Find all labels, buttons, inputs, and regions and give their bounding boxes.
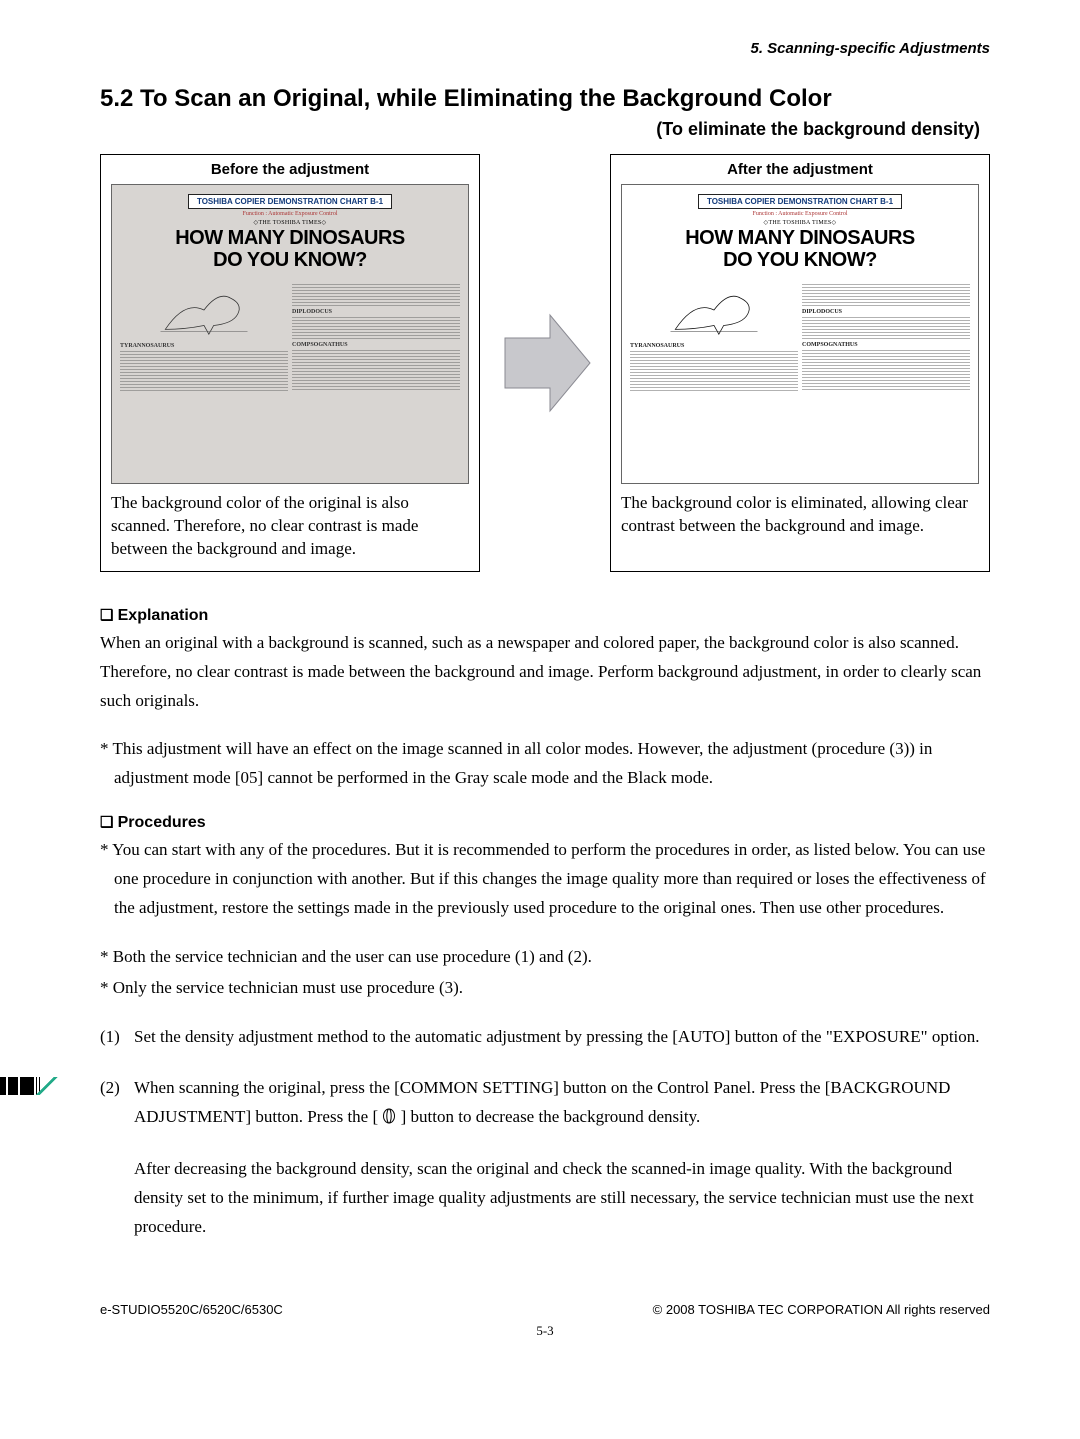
footer-right: © 2008 TOSHIBA TEC CORPORATION All right… bbox=[653, 1302, 990, 1317]
before-banner: TOSHIBA COPIER DEMONSTRATION CHART B-1 bbox=[188, 194, 392, 209]
procedures-note-both: * Both the service technician and the us… bbox=[100, 943, 990, 972]
before-panel: Before the adjustment TOSHIBA COPIER DEM… bbox=[100, 154, 480, 572]
decrease-icon bbox=[382, 1105, 396, 1134]
proc2-text-b: ] button to decrease the background dens… bbox=[401, 1107, 701, 1126]
comparison-panels: Before the adjustment TOSHIBA COPIER DEM… bbox=[100, 154, 990, 572]
before-headline1: HOW MANY DINOSAURS bbox=[112, 228, 468, 248]
before-banner-sub: Function : Automatic Exposure Control bbox=[112, 211, 468, 217]
procedure-number: (2) bbox=[100, 1074, 134, 1242]
before-col-right-head: COMPSOGNATHUS bbox=[292, 342, 460, 349]
section-title: 5.2 To Scan an Original, while Eliminati… bbox=[100, 85, 990, 113]
after-col-left-head: TYRANNOSAURUS bbox=[630, 343, 798, 350]
before-col-mid-head: DIPLODOCUS bbox=[292, 309, 460, 316]
after-banner: TOSHIBA COPIER DEMONSTRATION CHART B-1 bbox=[698, 194, 902, 209]
after-col-mid-head: DIPLODOCUS bbox=[802, 309, 970, 316]
after-col-right-head: COMPSOGNATHUS bbox=[802, 342, 970, 349]
before-times: ◇THE TOSHIBA TIMES◇ bbox=[112, 219, 468, 226]
procedures-note-only: * Only the service technician must use p… bbox=[100, 974, 990, 1003]
after-panel: After the adjustment TOSHIBA COPIER DEMO… bbox=[610, 154, 990, 572]
proc2-text-c: After decreasing the background density,… bbox=[134, 1159, 974, 1236]
dinosaur-illustration bbox=[120, 281, 288, 339]
explanation-body: When an original with a background is sc… bbox=[100, 629, 990, 716]
before-image: TOSHIBA COPIER DEMONSTRATION CHART B-1 F… bbox=[111, 184, 469, 484]
after-headline2: DO YOU KNOW? bbox=[622, 250, 978, 270]
after-times: ◇THE TOSHIBA TIMES◇ bbox=[622, 219, 978, 226]
after-caption: The background color is eliminated, allo… bbox=[621, 492, 979, 538]
footer-page-number: 5-3 bbox=[100, 1323, 990, 1339]
explanation-note: * This adjustment will have an effect on… bbox=[100, 735, 990, 793]
dinosaur-illustration bbox=[630, 281, 798, 339]
margin-marker-icon bbox=[0, 1077, 58, 1095]
before-caption: The background color of the original is … bbox=[111, 492, 469, 561]
section-subtitle: (To eliminate the background density) bbox=[100, 119, 990, 140]
before-col-left-head: TYRANNOSAURUS bbox=[120, 343, 288, 350]
procedure-item-1: (1) Set the density adjustment method to… bbox=[100, 1023, 990, 1052]
after-banner-sub: Function : Automatic Exposure Control bbox=[622, 211, 978, 217]
procedures-heading: Procedures bbox=[100, 813, 990, 832]
page-footer: e-STUDIO5520C/6520C/6530C © 2008 TOSHIBA… bbox=[100, 1302, 990, 1317]
procedure-body: Set the density adjustment method to the… bbox=[134, 1023, 990, 1052]
procedure-body: When scanning the original, press the [C… bbox=[134, 1074, 990, 1242]
procedure-number: (1) bbox=[100, 1023, 134, 1052]
after-image: TOSHIBA COPIER DEMONSTRATION CHART B-1 F… bbox=[621, 184, 979, 484]
before-headline2: DO YOU KNOW? bbox=[112, 250, 468, 270]
before-panel-title: Before the adjustment bbox=[111, 161, 469, 178]
after-panel-title: After the adjustment bbox=[621, 161, 979, 178]
procedures-intro: * You can start with any of the procedur… bbox=[100, 836, 990, 923]
footer-left: e-STUDIO5520C/6520C/6530C bbox=[100, 1302, 283, 1317]
chapter-header: 5. Scanning-specific Adjustments bbox=[100, 40, 990, 57]
explanation-heading: Explanation bbox=[100, 606, 990, 625]
procedure-item-2: (2) When scanning the original, press th… bbox=[100, 1074, 990, 1242]
procedure-list: (1) Set the density adjustment method to… bbox=[100, 1023, 990, 1242]
arrow-icon bbox=[480, 154, 610, 572]
after-headline1: HOW MANY DINOSAURS bbox=[622, 228, 978, 248]
